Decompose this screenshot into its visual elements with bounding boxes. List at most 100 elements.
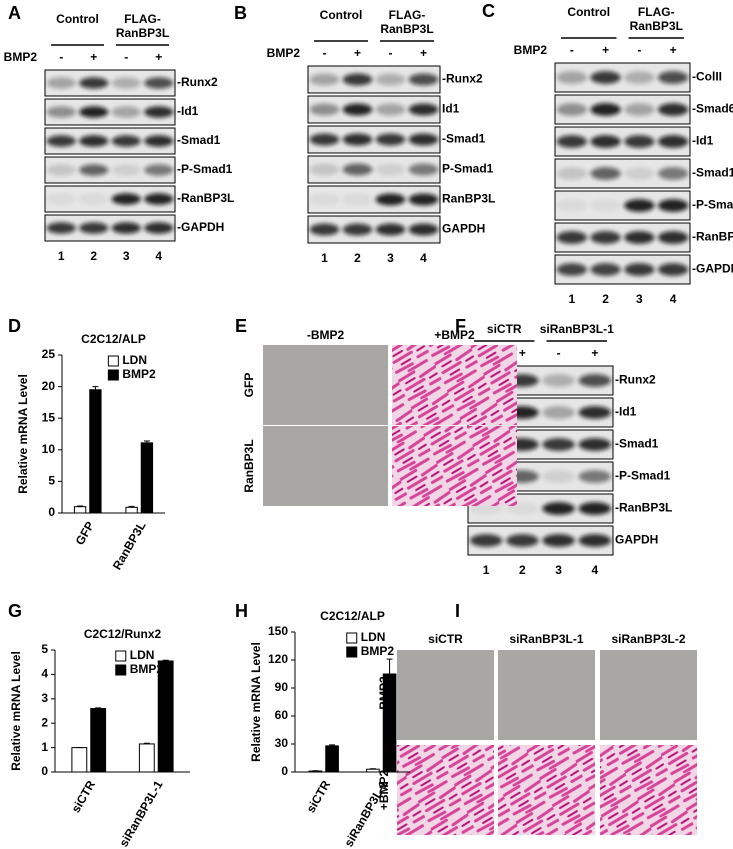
x-tick-label: GFP [73,519,97,547]
y-tick-label: 5 [41,642,48,656]
group-label: FLAG- [389,8,426,22]
y-tick-label: 25 [42,347,56,361]
blot-band [469,534,503,547]
band-label: -Id1 [177,104,199,118]
blot-band [144,193,174,205]
band-label: Id1 [442,102,460,116]
blot-band [342,163,373,176]
treatment-label: BMP2 [267,46,301,60]
blot-band [309,223,340,236]
bar [366,768,380,773]
y-tick-label: 4 [41,667,48,681]
y-tick-label: 10 [42,442,56,456]
blot-band [657,199,689,212]
blot-band [79,77,109,89]
band-label: GAPDH [442,222,485,236]
blot-band [408,103,439,116]
column-label: +BMP2 [434,328,475,342]
error-bar [128,505,135,508]
legend-label: BMP2 [130,662,164,676]
lane-number: 1 [483,563,490,577]
bar [90,708,107,773]
band-label: -Smad1 [692,166,733,180]
blot-band [657,167,689,180]
blot-band [309,163,340,176]
blot-band [657,103,689,116]
y-axis-label: Relative mRNA Level [9,651,23,771]
column-label: siRanBP3L-2 [611,632,685,646]
blot-band [624,103,655,116]
x-tick-label: siCTR [304,778,334,815]
band-label: RanBP3L [442,192,495,206]
lane-number: 2 [602,292,609,306]
blot-band [657,231,689,244]
x-tick-label: siRanBP3L-1 [341,778,390,849]
blot-band [309,73,340,86]
blot-band [46,222,76,234]
treatment-label: BMP2 [4,50,38,64]
treatment-sign: - [323,46,327,60]
blot-band [624,263,655,276]
band-label: -P-Smad1 [615,469,671,483]
band-label: -Id1 [615,405,637,419]
blot-band [590,231,621,244]
x-tick-label: siCTR [69,778,99,815]
treatment-sign: - [557,346,561,360]
blot-band [111,77,141,89]
blot-band [542,438,575,451]
column-label: -BMP2 [307,328,345,342]
group-label: RanBP3L [380,22,433,36]
blot-band [590,135,621,148]
bar [71,747,88,773]
blot-band [408,163,439,176]
band-label: -Runx2 [615,373,656,387]
stain-image [392,426,517,506]
x-tick-label: RanBP3L [110,519,149,572]
panel-label: A [8,3,21,23]
legend-label: LDN [122,353,147,367]
band-label: -ColII [692,70,722,84]
treatment-sign: - [59,50,63,64]
blot-band [556,231,588,244]
blot-band [342,193,373,206]
panel-label: I [455,601,460,621]
treatment-sign: - [637,43,641,57]
error-bar [143,440,150,443]
band-label: -Runx2 [177,75,218,89]
blot-band [556,167,588,180]
blot-band [46,193,76,205]
error-bar [386,658,393,674]
legend-swatch [346,646,358,658]
row-label: GFP [242,373,256,398]
blot-band [556,263,588,276]
blot-band [46,135,76,147]
treatment-sign: + [602,43,609,57]
treatment-sign: + [591,346,598,360]
blot-band [590,263,621,276]
band-label: -Smad1 [442,132,486,146]
band-label: -GAPDH [177,220,224,234]
blot-band [46,164,76,176]
x-tick-label: siRanBP3L-1 [116,778,165,849]
column-label: siCTR [428,632,463,646]
band-label: -P-Smad1 [692,198,733,212]
bar [140,442,154,514]
y-tick-label: 0 [281,764,288,778]
blot-band [144,77,174,89]
lane-number: 4 [592,563,599,577]
legend-swatch [115,650,127,662]
stain-image [263,426,388,506]
legend-swatch [107,369,119,381]
blot-band [657,263,689,276]
y-tick-label: 30 [275,736,289,750]
band-label: -Smad1 [177,133,221,147]
bar [89,389,102,514]
blot-band [79,193,109,205]
blot-band [556,103,588,116]
blot-band [590,71,621,84]
treatment-sign: - [389,46,393,60]
y-tick-label: 2 [41,715,48,729]
y-tick-label: 60 [275,708,289,722]
blot-band [578,406,612,419]
